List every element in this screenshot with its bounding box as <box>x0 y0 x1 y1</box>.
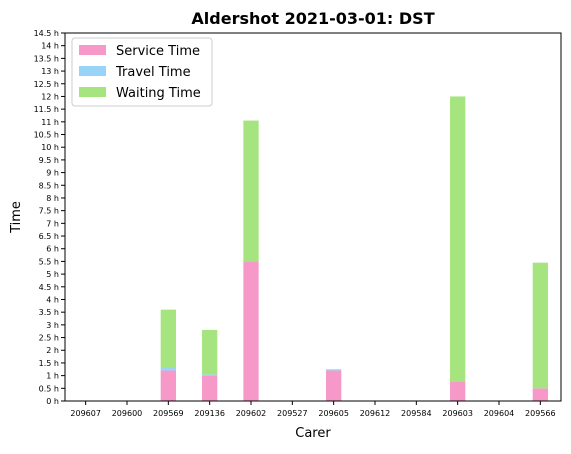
bar-service-time <box>326 370 342 401</box>
legend-swatch <box>79 87 106 97</box>
y-tick-label: 0.5 h <box>39 384 59 393</box>
y-axis-label: Time <box>9 201 24 234</box>
x-tick-label: 209527 <box>277 409 308 418</box>
legend-swatch <box>79 66 106 76</box>
legend-swatch <box>79 45 106 55</box>
bars-group <box>160 96 548 401</box>
bar-service-time <box>160 370 176 401</box>
bar-waiting-time <box>243 120 259 262</box>
y-tick-label: 12 h <box>41 92 59 101</box>
y-tick-label: 6.5 h <box>39 232 59 241</box>
x-tick-label: 209566 <box>525 409 556 418</box>
y-tick-label: 1 h <box>46 372 59 381</box>
legend-label: Service Time <box>116 44 200 59</box>
x-tick-label: 209600 <box>112 409 143 418</box>
y-tick-label: 8 h <box>46 194 59 203</box>
bar-service-time <box>450 381 466 401</box>
y-tick-label: 2.5 h <box>39 334 59 343</box>
bar-service-time <box>243 261 259 401</box>
y-tick-label: 0 h <box>46 397 59 406</box>
bar-waiting-time <box>202 329 218 375</box>
x-tick-label: 209136 <box>194 409 225 418</box>
x-tick-label: 209604 <box>484 409 515 418</box>
y-tick-label: 7.5 h <box>39 207 59 216</box>
bar-service-time <box>532 388 548 401</box>
y-tick-label: 5 h <box>46 270 59 279</box>
x-tick-label: 209602 <box>236 409 267 418</box>
y-tick-label: 4 h <box>46 295 59 304</box>
y-tick-label: 3.5 h <box>39 308 59 317</box>
y-tick-label: 14 h <box>41 42 59 51</box>
y-tick-label: 11.5 h <box>34 105 59 114</box>
y-tick-label: 14.5 h <box>34 29 59 38</box>
y-tick-label: 13.5 h <box>34 54 59 63</box>
bar-travel-time <box>326 369 342 371</box>
x-tick-label: 209612 <box>360 409 391 418</box>
x-axis-label: Carer <box>295 426 331 441</box>
x-tick-label: 209584 <box>401 409 432 418</box>
y-tick-label: 10 h <box>41 143 59 152</box>
y-tick-label: 7 h <box>46 219 59 228</box>
x-tick-label: 209569 <box>153 409 184 418</box>
y-tick-label: 13 h <box>41 67 59 76</box>
y-tick-label: 11 h <box>41 118 59 127</box>
y-tick-label: 9.5 h <box>39 156 59 165</box>
bar-service-time <box>202 375 218 401</box>
y-tick-label: 5.5 h <box>39 257 59 266</box>
bar-waiting-time <box>160 309 176 369</box>
y-tick-label: 6 h <box>46 245 59 254</box>
x-tick-label: 209605 <box>318 409 349 418</box>
y-tick-label: 9 h <box>46 169 59 178</box>
x-tick-label: 209607 <box>70 409 101 418</box>
legend-label: Waiting Time <box>116 86 201 101</box>
y-tick-label: 3 h <box>46 321 59 330</box>
bar-travel-time <box>202 374 218 376</box>
legend-frame <box>71 37 213 107</box>
plot-frame <box>64 32 562 402</box>
x-tick-label: 209603 <box>442 409 473 418</box>
y-tick-label: 10.5 h <box>34 131 59 140</box>
legend-label: Travel Time <box>115 65 191 80</box>
legend: Service Time Travel Time Waiting Time <box>71 37 213 107</box>
y-tick-label: 4.5 h <box>39 283 59 292</box>
bar-waiting-time <box>450 96 466 382</box>
bar-waiting-time <box>532 262 548 389</box>
chart-title: Aldershot 2021-03-01: DST <box>191 9 434 28</box>
bar-travel-time <box>160 368 176 371</box>
y-axis-ticks: 0 h 0.5 h 1 h 1.5 h 2 h 2.5 h 3 h 3.5 h 4 h 4.5 h… <box>34 29 65 406</box>
y-tick-label: 1.5 h <box>39 359 59 368</box>
y-tick-label: 8.5 h <box>39 181 59 190</box>
y-tick-label: 2 h <box>46 346 59 355</box>
x-axis-ticks: 209607 209600 209569 209136 209602 209527 2096… <box>70 401 556 418</box>
y-tick-label: 12.5 h <box>34 80 59 89</box>
